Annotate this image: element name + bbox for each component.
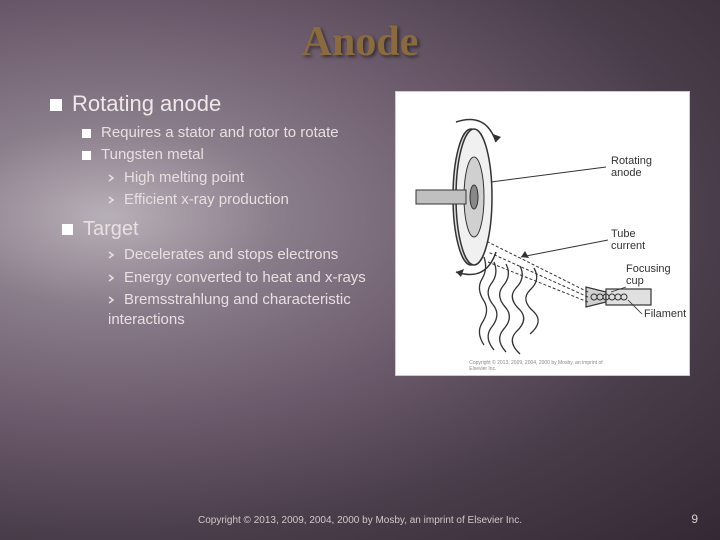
chevron-icon	[108, 245, 116, 265]
bullet-text: Rotating anode	[72, 91, 221, 116]
chevron-icon	[108, 190, 116, 210]
svg-text:anode: anode	[611, 167, 642, 179]
bullet-rotating-anode: Rotating anode	[50, 91, 385, 117]
checkbox-icon	[50, 99, 62, 111]
bullet-decelerates: Decelerates and stops electrons	[108, 245, 385, 265]
copyright-footer: Copyright © 2013, 2009, 2004, 2000 by Mo…	[0, 515, 720, 526]
label-focusing-cup: Focusing	[626, 263, 671, 275]
bullet-text: Bremsstrahlung and characteristic intera…	[108, 291, 351, 328]
bullet-text: Requires a stator and rotor to rotate	[101, 124, 339, 141]
chevron-icon	[108, 168, 116, 188]
image-copyright: Copyright © 2013, 2009, 2004, 2000 by Mo…	[469, 360, 616, 372]
bullet-text: Energy converted to heat and x-rays	[124, 269, 366, 286]
checkbox-icon	[62, 224, 73, 235]
bullet-target: Target	[62, 218, 385, 241]
checkbox-icon	[82, 129, 91, 138]
bullet-requires-stator: Requires a stator and rotor to rotate	[82, 123, 385, 143]
bullet-text: Tungsten metal	[101, 146, 204, 163]
diagram-image: Rotating anode Tube current Focusing cup	[395, 91, 690, 376]
label-rotating-anode: Rotating	[611, 155, 652, 167]
chevron-icon	[108, 290, 116, 310]
bullet-bremsstrahlung: Bremsstrahlung and characteristic intera…	[108, 290, 385, 331]
anode-diagram-svg: Rotating anode Tube current Focusing cup	[396, 92, 691, 377]
svg-text:cup: cup	[626, 275, 644, 287]
checkbox-icon	[82, 151, 91, 160]
text-column: Rotating anode Requires a stator and rot…	[50, 91, 385, 376]
chevron-icon	[108, 268, 116, 288]
bullet-efficient-xray: Efficient x-ray production	[108, 190, 385, 210]
label-filament: Filament	[644, 308, 686, 320]
bullet-text: Target	[83, 218, 139, 240]
label-tube-current: Tube	[611, 228, 636, 240]
bullet-text: Decelerates and stops electrons	[124, 246, 338, 263]
slide-title: Anode	[0, 0, 720, 66]
content-area: Rotating anode Requires a stator and rot…	[0, 66, 720, 376]
bullet-text: Efficient x-ray production	[124, 191, 289, 208]
bullet-melting-point: High melting point	[108, 168, 385, 188]
bullet-energy-converted: Energy converted to heat and x-rays	[108, 268, 385, 288]
page-number: 9	[691, 512, 698, 526]
svg-text:current: current	[611, 240, 645, 252]
bullet-text: High melting point	[124, 169, 244, 186]
bullet-tungsten: Tungsten metal	[82, 145, 385, 165]
